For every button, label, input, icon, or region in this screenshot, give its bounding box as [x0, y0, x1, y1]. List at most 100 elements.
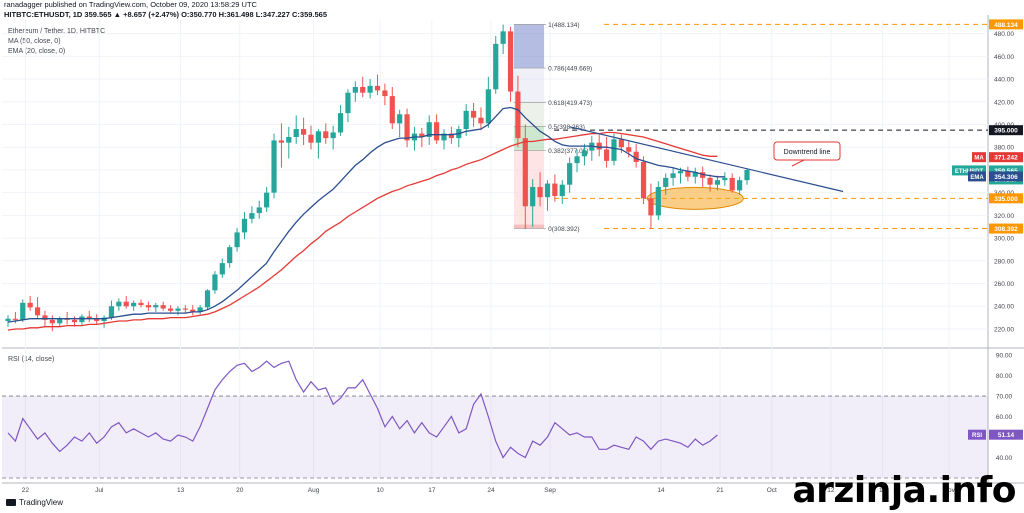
candle-body — [249, 213, 255, 219]
candle-body — [485, 89, 491, 124]
candle-body — [337, 113, 344, 133]
candle-body — [544, 183, 551, 198]
candle-body — [670, 173, 676, 178]
candle-body — [633, 151, 639, 162]
time-tick-label: Aug — [308, 487, 320, 494]
candle-body — [707, 177, 713, 185]
candle-body — [426, 122, 432, 137]
legend-ema: EMA (20, close, 0) — [8, 48, 66, 55]
price-tag-name-bg — [968, 171, 986, 182]
price-tag-bg — [989, 171, 1023, 182]
price-tick-label: 280.00 — [994, 258, 1014, 265]
candle-body — [463, 110, 469, 130]
candle-body — [153, 305, 159, 308]
time-tick-label: 13 — [177, 487, 185, 494]
annotation-pointer — [791, 159, 805, 167]
candle-body — [389, 96, 395, 124]
time-tick-label: 21 — [716, 487, 724, 494]
candle-body — [574, 156, 580, 164]
candle-body — [603, 149, 610, 161]
candle-body — [42, 315, 48, 320]
price-tick-label: 260.00 — [994, 281, 1014, 288]
rsi-tag-name-bg — [968, 429, 986, 440]
price-tick-label: 480.00 — [994, 31, 1014, 38]
candle-body — [278, 140, 285, 143]
rsi-tick-label: 40.00 — [996, 455, 1013, 462]
candle-body — [86, 316, 92, 319]
candle-body — [640, 161, 647, 199]
rsi-tick-label: 60.00 — [996, 414, 1013, 421]
level-tag-label: 395.000 — [994, 128, 1018, 135]
candle-body — [49, 319, 55, 324]
level-tag-label: 335.000 — [994, 196, 1018, 203]
fib-level-label: 0.618(419.473) — [548, 100, 592, 107]
annotation-label: Downtrend line — [784, 149, 831, 156]
candle-body — [530, 186, 536, 207]
time-tick-label: Oct — [767, 487, 777, 494]
legend-ma: MA (50, close, 0) — [8, 38, 61, 45]
candle-body — [20, 302, 26, 320]
candle-body — [434, 122, 440, 141]
level-tag-label: 488.134 — [994, 22, 1018, 29]
level-tag — [989, 223, 1023, 234]
candle-body — [197, 307, 203, 312]
rsi-line — [7, 360, 718, 459]
candle-body — [138, 302, 144, 306]
fib-level-label: 0(308.392) — [548, 226, 579, 233]
rsi-tick-label: 90.00 — [996, 353, 1013, 360]
rsi-tag-name: RSI — [972, 433, 982, 439]
time-tick-label: 20 — [236, 487, 244, 494]
candle-body — [397, 114, 403, 124]
candle-body — [271, 140, 277, 193]
candle-body — [256, 207, 262, 214]
time-tick-label: 22 — [22, 487, 30, 494]
candle-body — [515, 91, 521, 139]
price-tick-label: 300.00 — [994, 236, 1014, 243]
candle-body — [190, 309, 196, 312]
price-tag-bg — [989, 152, 1023, 163]
candle-body — [500, 31, 506, 44]
candle-body — [293, 129, 299, 137]
candle-body — [522, 138, 528, 207]
candle-body — [367, 85, 373, 93]
rsi-tick-label: 70.00 — [996, 394, 1013, 401]
price-tag-name-bg — [952, 165, 986, 176]
price-tag-name: MA — [974, 156, 984, 162]
fib-level-label: 0.382(377.05) — [548, 148, 588, 155]
price-tick-label: 460.00 — [994, 54, 1014, 61]
candle-body — [323, 131, 329, 139]
candle-body — [692, 172, 698, 177]
price-tag-value: 354.306 — [994, 174, 1018, 181]
candle-body — [374, 85, 381, 91]
candle-body — [552, 183, 558, 197]
candle-body — [722, 177, 728, 181]
candle-body — [308, 134, 314, 143]
candle-body — [419, 133, 425, 137]
candle-body — [160, 305, 166, 309]
rsi-tag-bg — [989, 429, 1023, 440]
legend-symbol: Ethereum / Tether, 1D, HITBTC — [8, 28, 106, 35]
price-tick-label: 380.00 — [994, 145, 1014, 152]
candle-body — [448, 133, 454, 139]
tradingview-logo-text: TradingView — [19, 498, 64, 507]
candle-body — [264, 192, 270, 208]
candle-body — [729, 177, 735, 191]
time-tick-label: Sep — [544, 487, 556, 494]
candle-body — [663, 177, 669, 187]
candle-body — [382, 90, 388, 97]
candle-body — [175, 308, 181, 311]
candle-body — [677, 171, 684, 174]
candle-body — [567, 163, 573, 185]
candle-body — [737, 180, 743, 191]
candle-body — [618, 139, 624, 148]
price-tag-name-bg — [972, 152, 986, 163]
time-tick-label: 10 — [376, 487, 384, 494]
candle-body — [234, 232, 240, 248]
price-tick-label: 220.00 — [994, 326, 1014, 333]
candle-body — [167, 308, 174, 311]
candle-body — [315, 131, 321, 143]
candle-body — [71, 319, 78, 323]
downtrend-line — [569, 126, 844, 193]
price-tag-name: EMA — [970, 175, 984, 181]
